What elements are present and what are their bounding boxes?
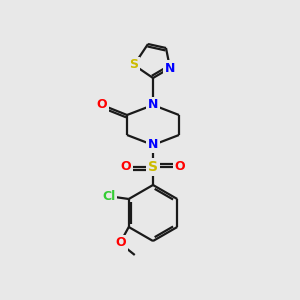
Text: N: N bbox=[148, 139, 158, 152]
Text: O: O bbox=[97, 98, 107, 110]
Text: S: S bbox=[148, 160, 158, 174]
Text: Cl: Cl bbox=[102, 190, 116, 203]
Text: O: O bbox=[121, 160, 131, 173]
Text: N: N bbox=[148, 98, 158, 112]
Text: O: O bbox=[116, 236, 126, 250]
Text: N: N bbox=[165, 61, 175, 74]
Text: S: S bbox=[130, 58, 139, 71]
Text: O: O bbox=[175, 160, 185, 173]
